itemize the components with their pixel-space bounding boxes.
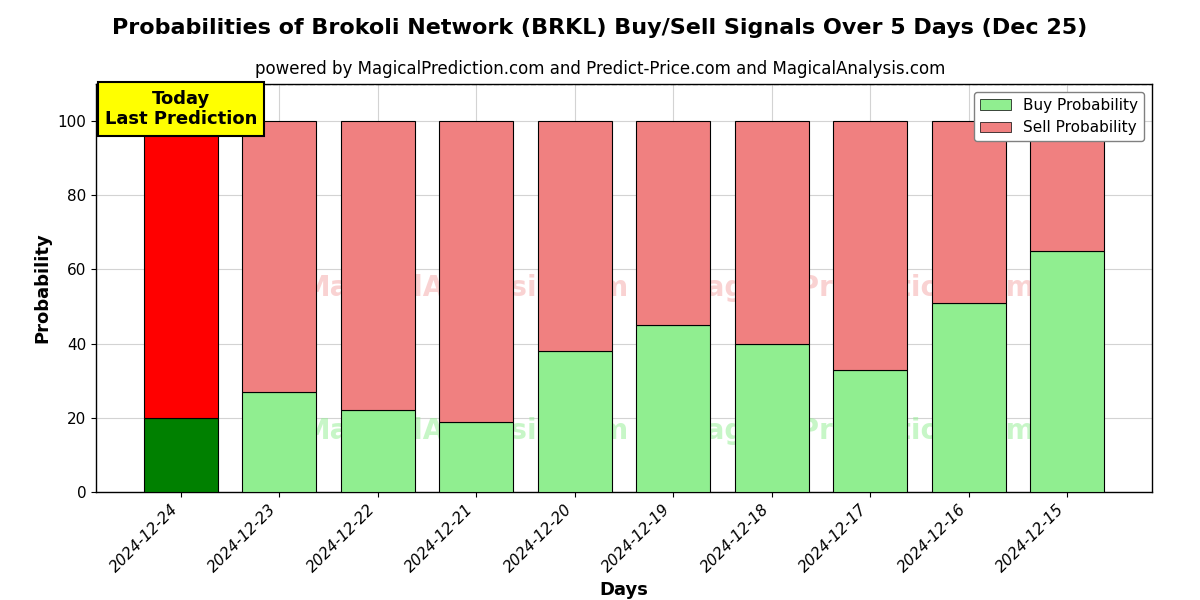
- Legend: Buy Probability, Sell Probability: Buy Probability, Sell Probability: [974, 92, 1145, 142]
- Bar: [734, 344, 809, 492]
- Bar: [1030, 251, 1104, 492]
- Bar: [833, 370, 907, 492]
- Text: MagicalPrediction.com: MagicalPrediction.com: [678, 417, 1034, 445]
- Bar: [833, 121, 907, 370]
- Bar: [636, 325, 710, 492]
- Bar: [931, 303, 1006, 492]
- Bar: [538, 351, 612, 492]
- Bar: [144, 418, 218, 492]
- Text: Today
Last Prediction: Today Last Prediction: [104, 89, 257, 128]
- Bar: [538, 121, 612, 351]
- Bar: [439, 121, 514, 422]
- Bar: [1030, 121, 1104, 251]
- Text: powered by MagicalPrediction.com and Predict-Price.com and MagicalAnalysis.com: powered by MagicalPrediction.com and Pre…: [254, 60, 946, 78]
- Bar: [341, 410, 415, 492]
- Bar: [734, 121, 809, 344]
- Bar: [242, 392, 317, 492]
- Text: MagicalAnalysis.com: MagicalAnalysis.com: [302, 274, 629, 302]
- Bar: [242, 121, 317, 392]
- Bar: [439, 422, 514, 492]
- Y-axis label: Probability: Probability: [34, 233, 52, 343]
- Text: Probabilities of Brokoli Network (BRKL) Buy/Sell Signals Over 5 Days (Dec 25): Probabilities of Brokoli Network (BRKL) …: [113, 18, 1087, 38]
- Bar: [636, 121, 710, 325]
- Bar: [931, 121, 1006, 303]
- Bar: [144, 121, 218, 418]
- Text: MagicalAnalysis.com: MagicalAnalysis.com: [302, 417, 629, 445]
- Text: MagicalPrediction.com: MagicalPrediction.com: [678, 274, 1034, 302]
- Bar: [341, 121, 415, 410]
- X-axis label: Days: Days: [600, 581, 648, 599]
